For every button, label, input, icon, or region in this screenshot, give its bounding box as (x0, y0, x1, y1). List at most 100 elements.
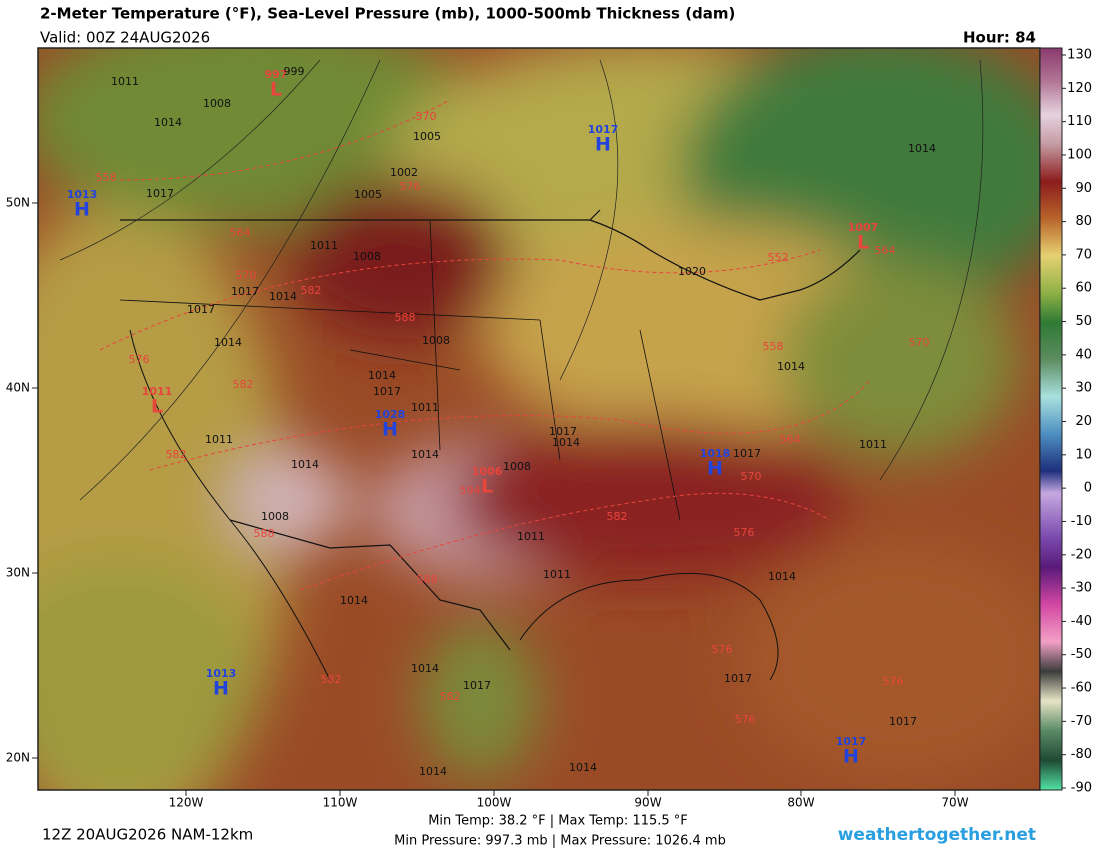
pressure-center-symbol: L (857, 232, 869, 254)
isobar-label: 1011 (111, 75, 139, 88)
pressure-center-symbol: L (151, 396, 163, 418)
colorbar-tick-label: 90 (1075, 181, 1092, 196)
thickness-label: 576 (883, 675, 904, 688)
forecast-hour: Hour: 84 (963, 29, 1036, 47)
isobar-label: 1014 (411, 662, 439, 675)
colorbar (1039, 47, 1063, 791)
thickness-label: 588 (417, 573, 438, 586)
longitude-label: 100W (477, 796, 512, 810)
pressure-center-value: 1017 (836, 735, 867, 748)
isobar-label: 1017 (889, 715, 917, 728)
thickness-label: 564 (875, 244, 896, 257)
colorbar-tick-label: -80 (1071, 747, 1092, 762)
colorbar-tick-label: 20 (1075, 414, 1092, 429)
site-credit: weathertogether.net (838, 825, 1036, 845)
colorbar-tick-label: 10 (1075, 447, 1092, 462)
thickness-label: 558 (763, 340, 784, 353)
isobar-label: 999 (284, 65, 305, 78)
isobar-label: 1020 (678, 265, 706, 278)
isobar-label: 1011 (517, 530, 545, 543)
isobar-label: 1008 (353, 250, 381, 263)
thickness-label: 552 (768, 251, 789, 264)
isobar-label: 1014 (411, 448, 439, 461)
model-run: 12Z 20AUG2026 NAM-12km (42, 826, 253, 844)
pressure-center-value: 1006 (472, 465, 503, 478)
isobar-label: 1014 (154, 116, 182, 129)
colorbar-tick-label: 100 (1067, 147, 1092, 162)
isobar-label: 1017 (146, 187, 174, 200)
colorbar-tick-label: 50 (1075, 314, 1092, 329)
thickness-label: 588 (395, 311, 416, 324)
isobar-label: 1014 (908, 142, 936, 155)
isobar-label: 1014 (777, 360, 805, 373)
thickness-label: 582 (607, 510, 628, 523)
title: 2-Meter Temperature (°F), Sea-Level Pres… (40, 5, 735, 23)
thickness-label: 582 (440, 690, 461, 703)
pressure-center-value: 1028 (375, 408, 406, 421)
isobar-label: 1005 (354, 188, 382, 201)
thickness-label: 576 (400, 180, 421, 193)
pressure-center-value: 1013 (67, 188, 98, 201)
isobar-label: 1014 (419, 765, 447, 778)
valid-time: Valid: 00Z 24AUG2026 (40, 29, 210, 47)
pressure-center-symbol: H (213, 678, 229, 700)
colorbar-tick-label: 60 (1075, 281, 1092, 296)
colorbar-tick-label: 0 (1084, 481, 1092, 496)
thickness-label: 558 (96, 171, 117, 184)
isobar-label: 1017 (549, 425, 577, 438)
isobar-label: 1014 (269, 290, 297, 303)
latitude-label: 30N (6, 566, 30, 580)
pressure-center-symbol: H (707, 458, 723, 480)
pressure-range: Min Pressure: 997.3 mb | Max Pressure: 1… (394, 834, 726, 849)
thickness-label: 582 (233, 378, 254, 391)
pressure-center-value: 997 (265, 68, 288, 81)
isobar-label: 1005 (413, 130, 441, 143)
colorbar-tick-label: 70 (1075, 247, 1092, 262)
colorbar-tick-label: -70 (1071, 714, 1092, 729)
isobar-label: 1017 (231, 285, 259, 298)
thickness-label: 576 (712, 643, 733, 656)
colorbar-tick-label: 80 (1075, 214, 1092, 229)
pressure-center-symbol: H (843, 746, 859, 768)
pressure-center-symbol: L (481, 476, 493, 498)
isobar-label: 1011 (310, 239, 338, 252)
isobar-label: 1017 (187, 303, 215, 316)
colorbar-tick-label: 40 (1075, 347, 1092, 362)
colorbar-tick-label: -30 (1071, 581, 1092, 596)
isobar-label: 1017 (724, 672, 752, 685)
thickness-label: 576 (129, 353, 150, 366)
thickness-label: 576 (735, 713, 756, 726)
thickness-label: 582 (166, 448, 187, 461)
isobar-label: 1017 (373, 385, 401, 398)
thickness-label: 576 (734, 526, 755, 539)
colorbar-tick-label: -60 (1071, 681, 1092, 696)
pressure-center-value: 1017 (588, 123, 619, 136)
isobar-label: 1017 (733, 447, 761, 460)
isobar-label: 1014 (552, 436, 580, 449)
colorbar-tick-label: -40 (1071, 614, 1092, 629)
isobar-label: 1011 (859, 438, 887, 451)
pressure-center-value: 1007 (848, 221, 879, 234)
longitude-label: 110W (323, 796, 358, 810)
thickness-label: 564 (780, 433, 801, 446)
colorbar-tick-label: -20 (1071, 547, 1092, 562)
isobar-label: 1002 (390, 166, 418, 179)
colorbar-tick-label: 120 (1067, 81, 1092, 96)
latitude-label: 20N (6, 751, 30, 765)
thickness-label: 570 (909, 336, 930, 349)
colorbar-tick-label: -10 (1071, 514, 1092, 529)
isobar-label: 1008 (203, 97, 231, 110)
map-field (38, 48, 1040, 790)
isobar-label: 1014 (768, 570, 796, 583)
thickness-label: 582 (321, 673, 342, 686)
longitude-label: 80W (787, 796, 814, 810)
thickness-label: 588 (254, 527, 275, 540)
isobar-label: 1014 (214, 336, 242, 349)
pressure-center-value: 1013 (206, 667, 237, 680)
isobar-label: 1008 (422, 334, 450, 347)
thickness-label: 570 (741, 470, 762, 483)
colorbar-tick-label: -50 (1071, 647, 1092, 662)
colorbar-tick-label: 110 (1067, 114, 1092, 129)
pressure-center-value: 1011 (142, 385, 173, 398)
